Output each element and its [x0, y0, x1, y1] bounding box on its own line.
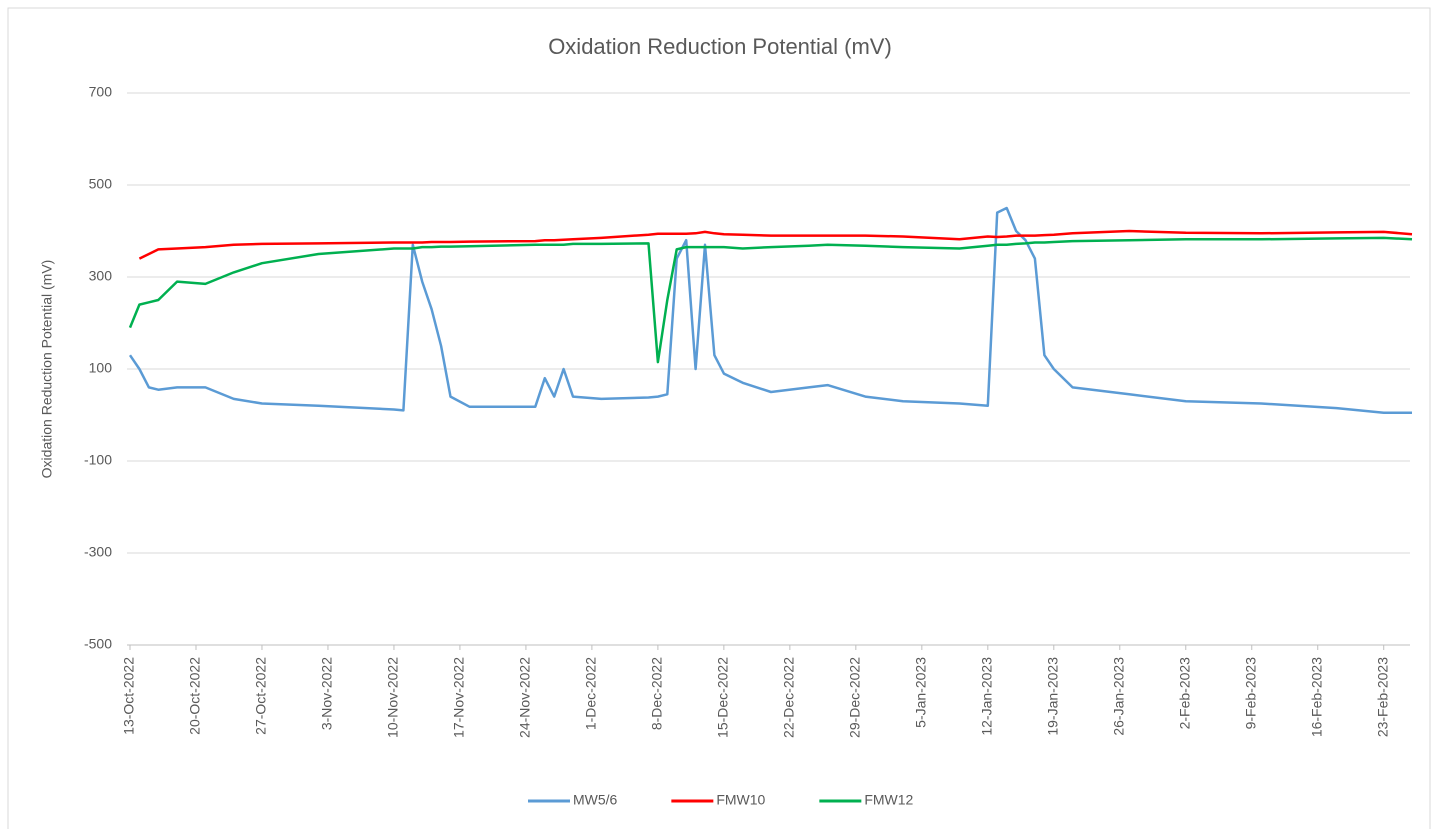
x-tick-label: 15-Dec-2022	[715, 657, 731, 738]
x-tick-label: 8-Dec-2022	[649, 657, 665, 730]
y-tick-label: -300	[84, 544, 112, 560]
y-axis-label: Oxidation Reduction Potential (mV)	[39, 260, 55, 479]
x-tick-label: 17-Nov-2022	[451, 657, 467, 738]
x-tick-label: 22-Dec-2022	[781, 657, 797, 738]
x-tick-label: 29-Dec-2022	[847, 657, 863, 738]
y-tick-label: -500	[84, 636, 112, 652]
x-tick-label: 24-Nov-2022	[517, 657, 533, 738]
x-tick-label: 20-Oct-2022	[187, 657, 203, 735]
y-tick-label: -100	[84, 452, 112, 468]
series-line	[138, 229, 1413, 260]
x-tick-label: 13-Oct-2022	[121, 657, 137, 735]
x-tick-label: 23-Feb-2023	[1374, 657, 1390, 737]
x-tick-label: 5-Jan-2023	[913, 657, 929, 728]
y-tick-label: 700	[89, 84, 113, 100]
y-tick-label: 100	[89, 360, 113, 376]
y-tick-label: 300	[89, 268, 113, 284]
legend-label: FMW10	[716, 792, 765, 808]
x-tick-label: 2-Feb-2023	[1176, 657, 1192, 730]
x-tick-label: 16-Feb-2023	[1308, 657, 1324, 737]
x-tick-label: 10-Nov-2022	[385, 657, 401, 738]
y-tick-label: 500	[89, 176, 113, 192]
chart-frame	[7, 7, 1431, 834]
x-tick-label: 9-Feb-2023	[1242, 657, 1258, 730]
x-tick-label: 26-Jan-2023	[1110, 657, 1126, 736]
x-tick-label: 12-Jan-2023	[979, 657, 995, 736]
x-tick-label: 3-Nov-2022	[319, 657, 335, 730]
x-tick-label: 27-Oct-2022	[253, 657, 269, 735]
x-tick-label: 19-Jan-2023	[1044, 657, 1060, 736]
legend-label: FMW12	[864, 792, 913, 808]
chart-title: Oxidation Reduction Potential (mV)	[548, 34, 892, 59]
x-tick-label: 1-Dec-2022	[583, 657, 599, 730]
series-line	[128, 236, 1413, 364]
legend-label: MW5/6	[573, 792, 618, 808]
